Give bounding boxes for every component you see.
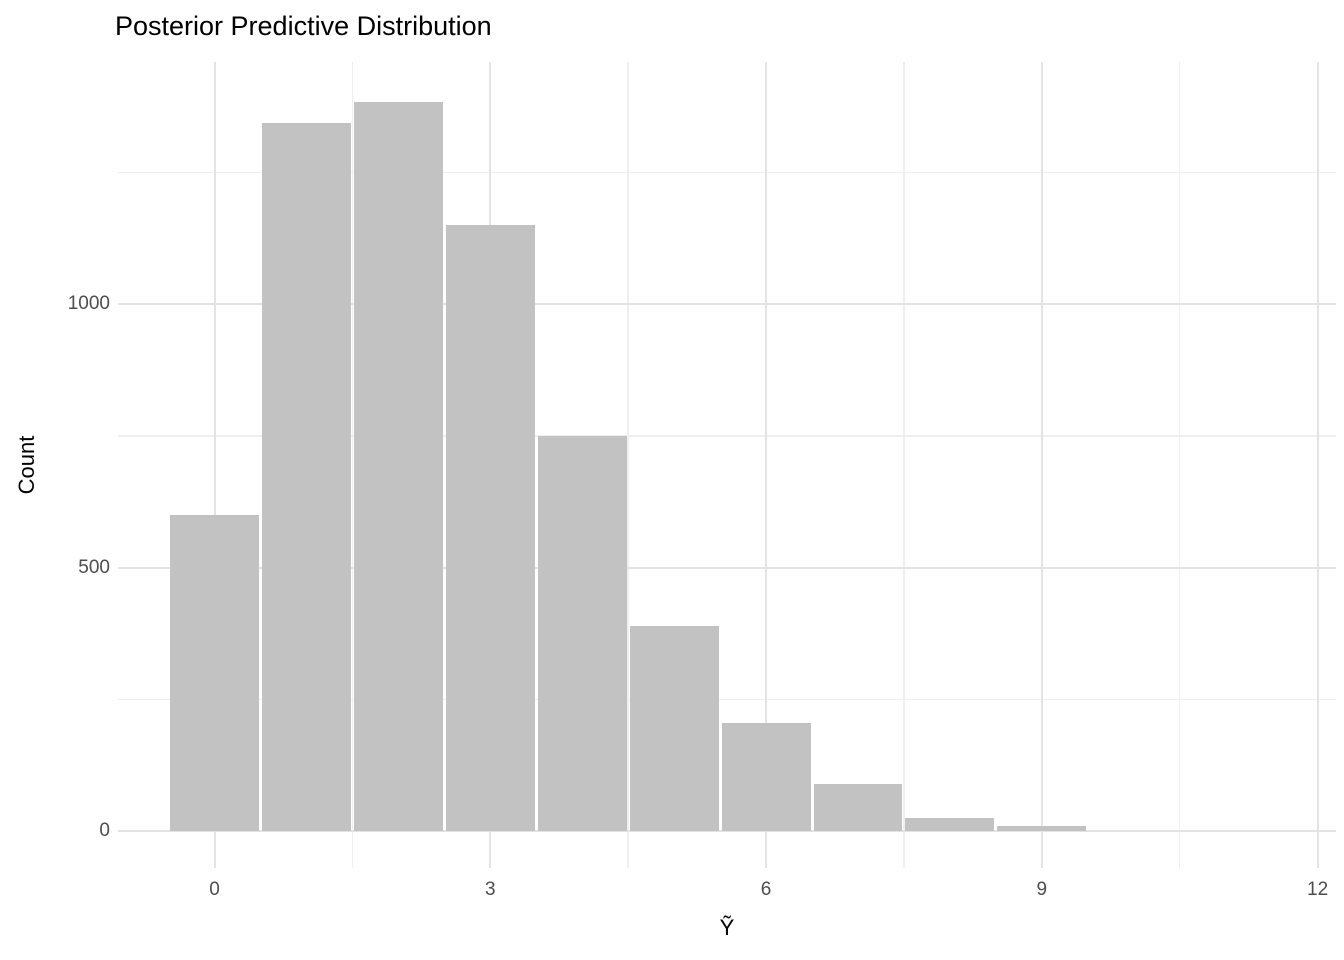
y-axis-title: Count: [14, 435, 39, 495]
x-axis-title: Ỹ: [719, 915, 735, 940]
x-minor-gridline: [903, 62, 905, 868]
y-tick-label: 0: [99, 820, 110, 842]
y-major-gridline: [118, 303, 1336, 306]
chart-title: Posterior Predictive Distribution: [115, 11, 492, 41]
x-minor-gridline: [1178, 62, 1181, 868]
y-tick-label: 1000: [67, 293, 110, 315]
x-tick-label: 3: [484, 879, 496, 900]
x-major-gridline: [1316, 62, 1319, 868]
y-tick-label: 500: [78, 556, 110, 578]
x-major-gridline: [765, 62, 768, 868]
x-tick-label: 0: [209, 879, 220, 900]
histogram-bar: [537, 436, 627, 832]
histogram-bar: [445, 225, 535, 832]
histogram-bar: [813, 783, 903, 832]
plot-panel: [118, 62, 1336, 868]
y-minor-gridline: [118, 171, 1336, 174]
x-major-gridline: [213, 62, 216, 868]
y-minor-gridline: [118, 698, 1336, 701]
x-major-gridline: [1040, 62, 1043, 868]
histogram-bar: [170, 515, 259, 832]
x-tick-label: 12: [1307, 879, 1329, 900]
x-tick-label: 6: [760, 879, 772, 900]
y-major-gridline: [118, 566, 1336, 569]
x-minor-gridline: [351, 62, 354, 868]
y-minor-gridline: [118, 435, 1336, 437]
histogram-bar: [997, 825, 1087, 832]
x-minor-gridline: [627, 62, 629, 868]
histogram-bar: [629, 625, 719, 832]
histogram-bar: [353, 101, 443, 832]
histogram-bar: [905, 817, 995, 832]
histogram-bar: [721, 723, 811, 832]
y-major-gridline: [118, 830, 1336, 833]
histogram-bar: [261, 122, 351, 832]
x-tick-label: 9: [1036, 879, 1048, 900]
